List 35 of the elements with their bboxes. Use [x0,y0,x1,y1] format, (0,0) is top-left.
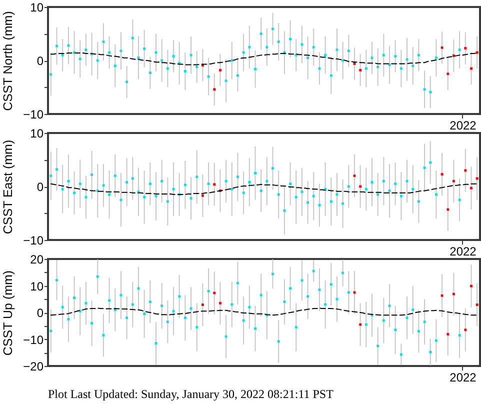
x-tick-label: 2022 [450,244,477,258]
y-axis-title: CSST Up (mm) [1,270,16,356]
point [359,323,362,326]
point [218,302,222,304]
y-tick-label: −10 [23,234,44,248]
y-axis-title: CSST North (mm) [1,11,16,111]
y-tick-label: 0 [36,54,44,68]
point [213,88,216,91]
y-tick-label: −10 [23,332,44,347]
x-tick-label: 2022 [450,118,477,132]
point [440,294,444,297]
y-tick-label: 0 [36,306,44,320]
y-tick-label: 10 [30,0,44,14]
text: Plot Last Updated: Sunday, January 30, 2022 08:21:11 PST [48,387,334,401]
y-axis-title: CSST East (mm) [1,140,16,234]
point [213,183,216,186]
point [359,68,362,72]
point [201,194,204,197]
point [446,72,450,76]
line-series [50,308,478,316]
y-tick-label: 0 [36,180,44,194]
x-tick-label: 2022 [450,370,477,384]
y-tick-label: −20 [23,360,44,374]
point [464,46,467,50]
y-tick-label: −10 [23,108,44,122]
point [218,68,222,72]
point [440,46,444,49]
point [440,172,444,176]
y-tick-label: 20 [30,252,44,266]
point [464,328,467,332]
point [213,292,216,294]
point [464,169,467,172]
y-tick-label: 10 [30,279,44,294]
y-tick-label: 10 [30,126,44,140]
point [446,332,450,336]
